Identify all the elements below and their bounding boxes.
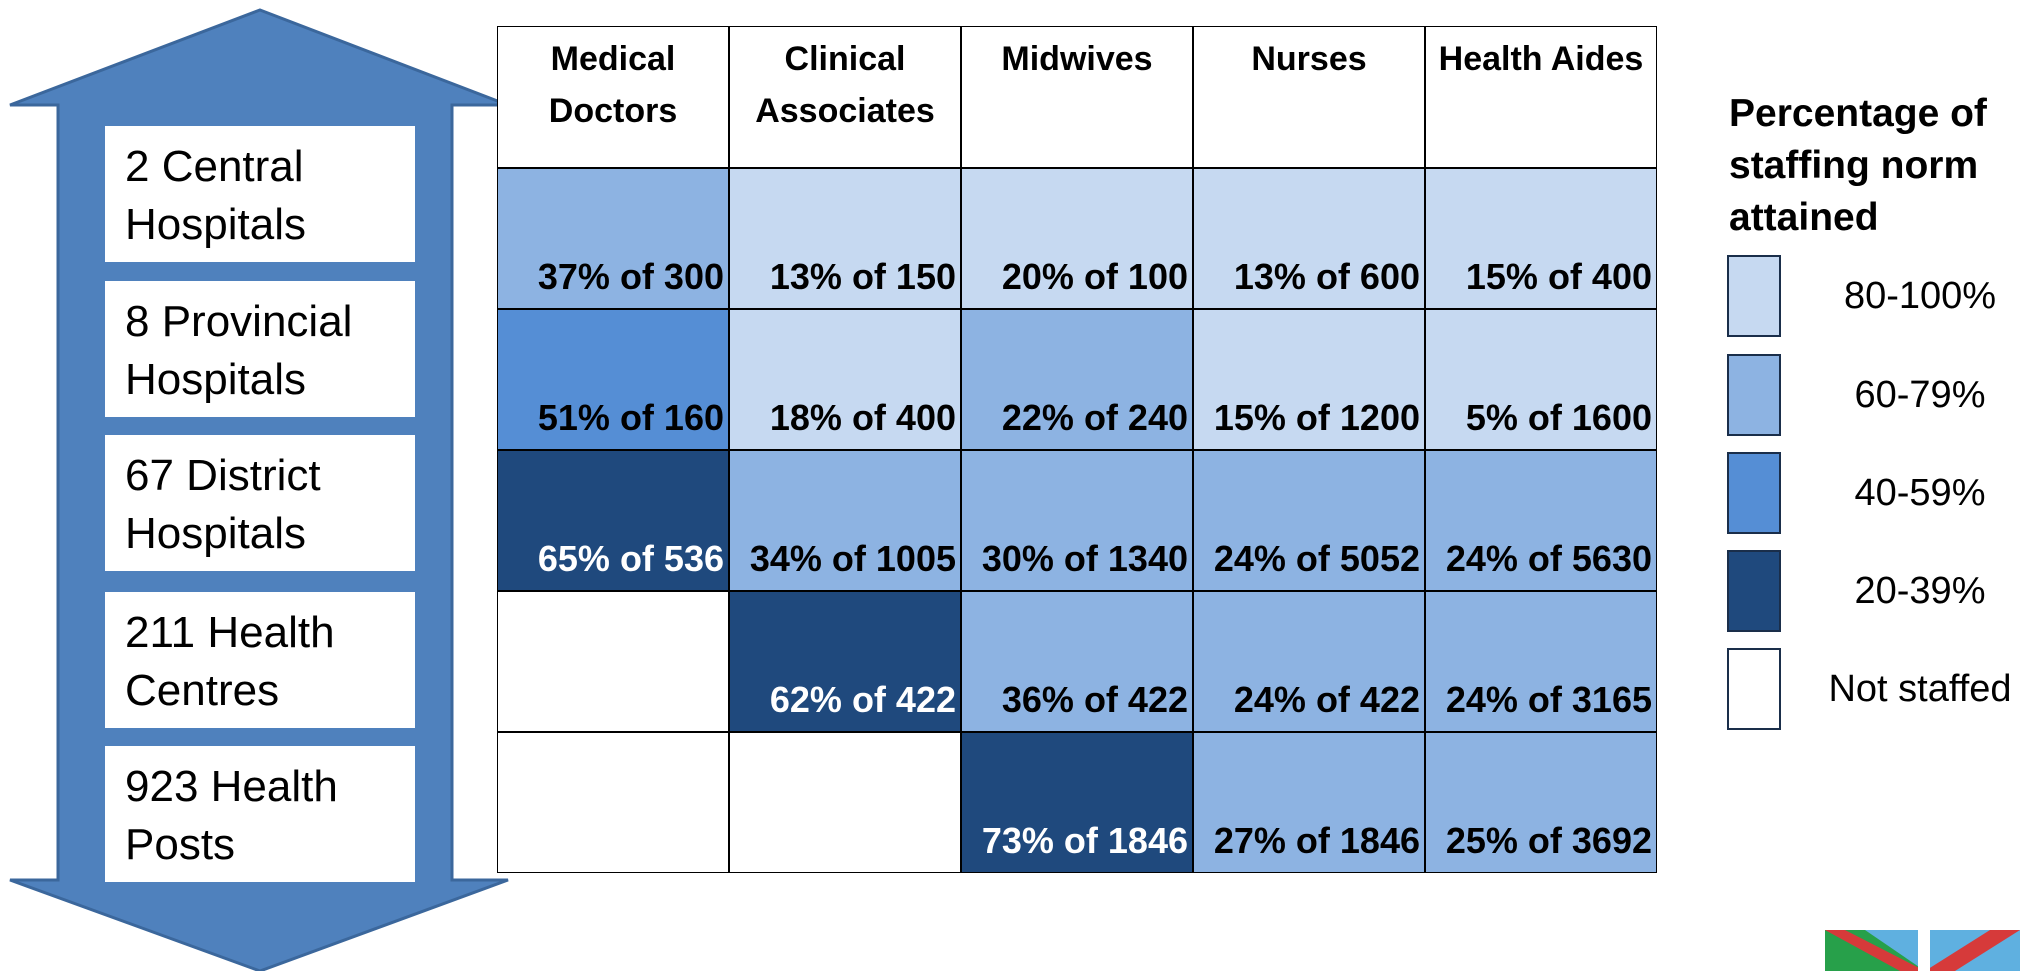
table-cell: 73% of 1846 xyxy=(961,732,1193,873)
legend-swatch xyxy=(1727,648,1781,730)
table-cell: 25% of 3692 xyxy=(1425,732,1657,873)
legend-label: 80-100% xyxy=(1843,275,1997,317)
legend-swatch xyxy=(1727,452,1781,534)
legend-label: 20-39% xyxy=(1854,570,1986,612)
column-header: Midwives xyxy=(961,26,1193,168)
table-cell: 5% of 1600 xyxy=(1425,309,1657,450)
level-box: 211 Health Centres xyxy=(105,592,415,728)
table-cell: 13% of 600 xyxy=(1193,168,1425,309)
level-box: 923 Health Posts xyxy=(105,746,415,882)
table-cell xyxy=(729,732,961,873)
table-cell: 18% of 400 xyxy=(729,309,961,450)
table-cell: 24% of 422 xyxy=(1193,591,1425,732)
legend-swatch xyxy=(1727,255,1781,337)
table-cell: 37% of 300 xyxy=(497,168,729,309)
table-cell: 27% of 1846 xyxy=(1193,732,1425,873)
table-cell: 65% of 536 xyxy=(497,450,729,591)
table-cell: 24% of 5052 xyxy=(1193,450,1425,591)
table-cell: 24% of 5630 xyxy=(1425,450,1657,591)
legend-label: 40-59% xyxy=(1854,472,1986,514)
level-box: 67 District Hospitals xyxy=(105,435,415,571)
legend-swatch xyxy=(1727,550,1781,632)
table-cell xyxy=(497,591,729,732)
table-cell xyxy=(497,732,729,873)
level-box: 2 Central Hospitals xyxy=(105,126,415,262)
legend-label: 60-79% xyxy=(1854,374,1986,416)
level-box: 8 Provincial Hospitals xyxy=(105,281,415,417)
column-header: Medical Doctors xyxy=(497,26,729,168)
table-cell: 24% of 3165 xyxy=(1425,591,1657,732)
legend-swatch xyxy=(1727,354,1781,436)
column-header: Health Aides xyxy=(1425,26,1657,168)
table-cell: 51% of 160 xyxy=(497,309,729,450)
legend-label: Not staffed xyxy=(1828,668,2012,710)
table-cell: 30% of 1340 xyxy=(961,450,1193,591)
legend-title: Percentage of staffing norm attained xyxy=(1729,92,1987,239)
table-cell: 15% of 1200 xyxy=(1193,309,1425,450)
table-cell: 22% of 240 xyxy=(961,309,1193,450)
column-header: Nurses xyxy=(1193,26,1425,168)
table-cell: 20% of 100 xyxy=(961,168,1193,309)
table-cell: 15% of 400 xyxy=(1425,168,1657,309)
table-cell: 13% of 150 xyxy=(729,168,961,309)
logo xyxy=(1825,930,2020,971)
table-cell: 36% of 422 xyxy=(961,591,1193,732)
table-cell: 62% of 422 xyxy=(729,591,961,732)
table-cell: 34% of 1005 xyxy=(729,450,961,591)
column-header: Clinical Associates xyxy=(729,26,961,168)
